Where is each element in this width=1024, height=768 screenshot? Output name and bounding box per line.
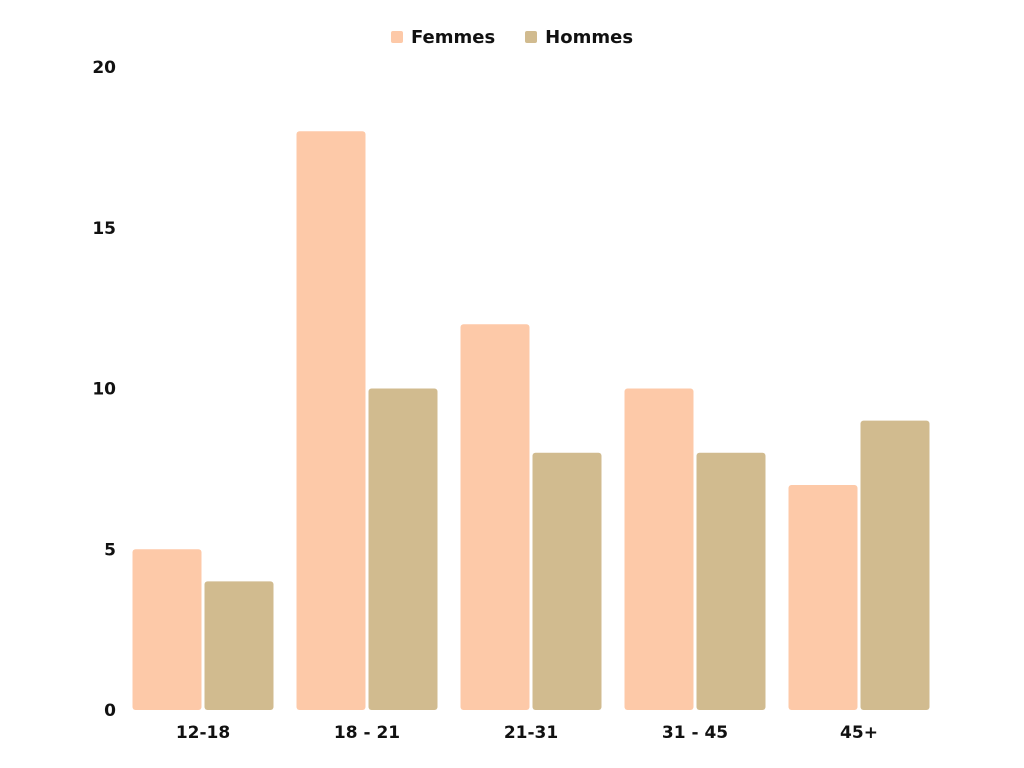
bar-hommes — [532, 452, 602, 710]
y-tick-label: 20 — [92, 58, 116, 78]
bar-hommes — [368, 388, 438, 710]
legend-label-hommes: Hommes — [545, 26, 634, 48]
bar-femmes — [460, 324, 530, 710]
legend-item-hommes: Hommes — [525, 27, 633, 48]
bar-femmes — [132, 549, 202, 710]
bar-hommes — [204, 581, 274, 710]
legend-item-femmes: Femmes — [390, 26, 496, 48]
bar-femmes — [296, 131, 366, 711]
legend-label-femmes: Femmes — [410, 26, 496, 48]
bar-femmes — [624, 388, 694, 710]
x-tick-label: 12-18 — [176, 723, 230, 743]
bar-hommes — [696, 452, 766, 710]
legend: Femmes Hommes — [0, 24, 1024, 50]
legend-swatch-femmes — [390, 31, 403, 43]
bar-hommes — [860, 420, 930, 710]
bar-femmes — [788, 484, 858, 710]
legend-swatch-hommes — [525, 31, 538, 43]
x-tick-label: 31 - 45 — [662, 723, 728, 743]
x-tick-label: 45+ — [840, 723, 878, 743]
y-tick-label: 0 — [104, 701, 116, 721]
y-tick-label: 10 — [92, 380, 116, 400]
y-tick-label: 5 — [104, 540, 116, 560]
x-tick-label: 21-31 — [504, 723, 558, 743]
y-tick-label: 15 — [92, 219, 116, 239]
x-tick-label: 18 - 21 — [334, 723, 400, 743]
